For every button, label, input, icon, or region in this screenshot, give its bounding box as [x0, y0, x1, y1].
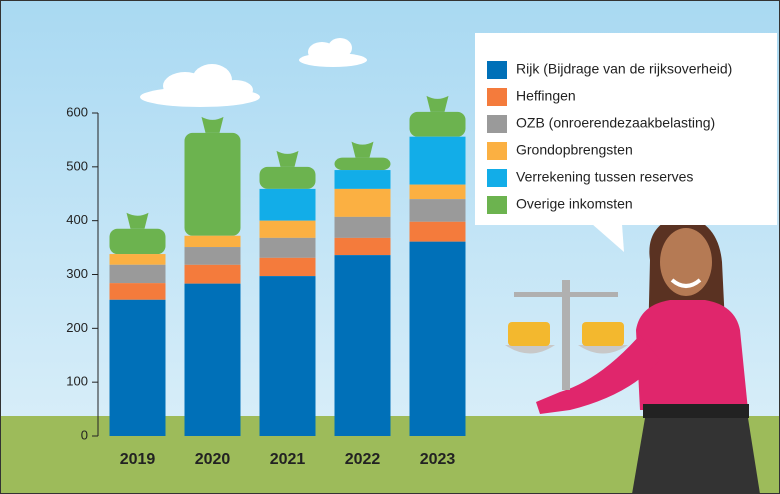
bar-segment	[334, 157, 391, 171]
bar-segment	[184, 132, 241, 236]
y-tick-label: 500	[66, 158, 88, 173]
legend-label: OZB (onroerendezaakbelasting)	[516, 115, 715, 131]
legend-label: Overige inkomsten	[516, 196, 633, 212]
x-tick-label: 2022	[345, 451, 381, 468]
bar-segment	[334, 170, 391, 189]
bar-segment	[409, 136, 466, 185]
legend-swatch	[487, 142, 507, 160]
bar-segment	[184, 235, 241, 248]
scales	[505, 280, 628, 390]
bar-segment	[184, 264, 241, 284]
bag-knot	[201, 116, 224, 133]
y-tick-label: 200	[66, 320, 88, 335]
legend-label: Grondopbrengsten	[516, 142, 633, 158]
bar-segment	[334, 216, 391, 238]
legend-box	[475, 33, 777, 252]
legend-swatch	[487, 169, 507, 187]
bag-knot	[426, 95, 449, 112]
bar-segment	[109, 228, 166, 255]
bar-segment	[259, 166, 316, 189]
bar-segment	[109, 264, 166, 284]
bar-segment	[259, 276, 316, 436]
bar-segment	[259, 220, 316, 238]
clouds	[140, 38, 367, 107]
bar-segment	[259, 188, 316, 221]
y-tick-label: 100	[66, 374, 88, 389]
x-tick-label: 2023	[420, 451, 456, 468]
x-tick-label: 2021	[270, 451, 306, 468]
bar-segment	[409, 221, 466, 242]
bar-segment	[109, 254, 166, 265]
x-tick-label: 2019	[120, 451, 156, 468]
bag-knot	[351, 141, 374, 158]
bar-segment	[259, 257, 316, 277]
y-tick-label: 400	[66, 212, 88, 227]
legend-swatch	[487, 196, 507, 214]
woman	[536, 215, 760, 494]
bar-segment	[184, 283, 241, 436]
bar-segment	[184, 247, 241, 265]
bar-segment	[334, 188, 391, 217]
bar-segment	[409, 111, 466, 137]
legend-swatch	[487, 61, 507, 79]
bar-segment	[409, 199, 466, 222]
legend-label: Verrekening tussen reserves	[516, 169, 693, 185]
y-tick-label: 0	[81, 427, 88, 442]
y-tick-label: 600	[66, 104, 88, 119]
x-tick-label: 2020	[195, 451, 231, 468]
bar-segment	[409, 241, 466, 436]
bar-segment	[334, 237, 391, 256]
legend-swatch	[487, 115, 507, 133]
bar-segment	[109, 299, 166, 436]
legend-label: Rijk (Bijdrage van de rijksoverheid)	[516, 61, 732, 77]
bar-segment	[409, 184, 466, 200]
bag-knot	[276, 150, 299, 167]
legend-label: Heffingen	[516, 88, 576, 104]
bar-segment	[109, 283, 166, 300]
y-tick-label: 300	[66, 266, 88, 281]
bar-segment	[259, 237, 316, 258]
bar-segment	[334, 255, 391, 436]
bag-knot	[126, 212, 149, 229]
legend-swatch	[487, 88, 507, 106]
